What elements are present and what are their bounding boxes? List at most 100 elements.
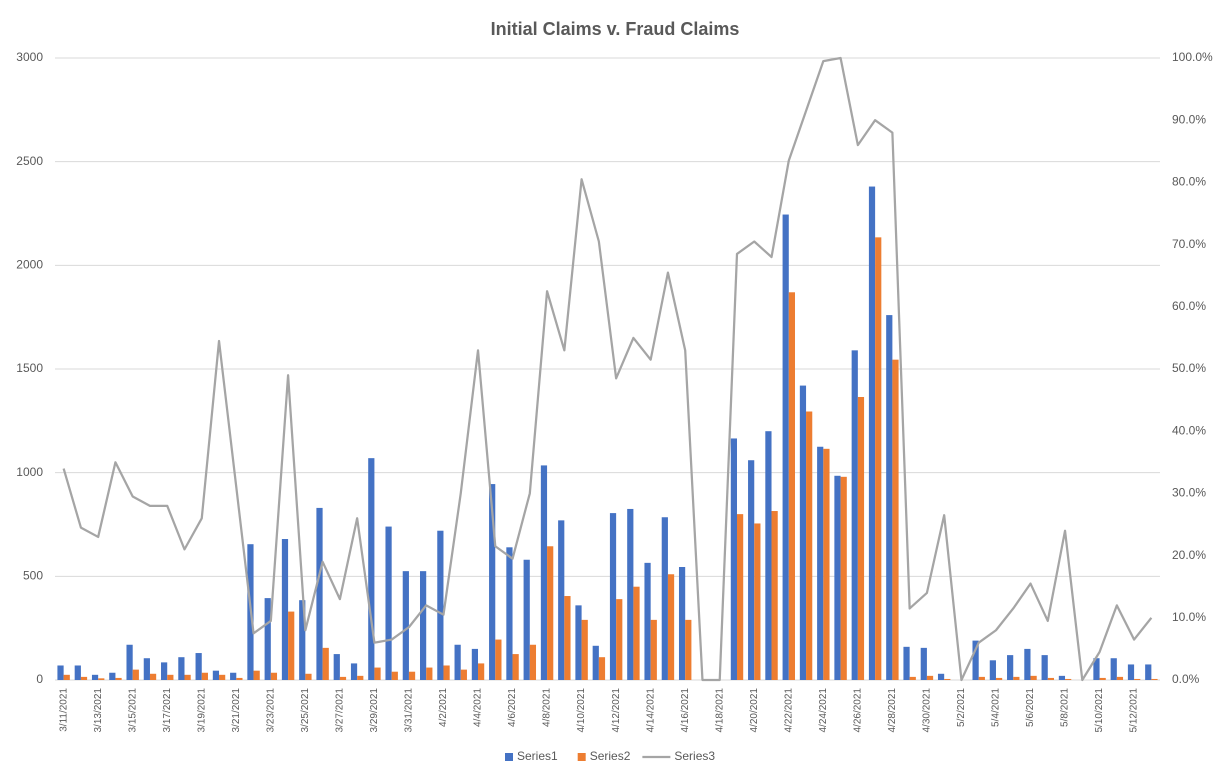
bar — [1024, 648, 1031, 680]
y2-tick-label: 50.0% — [1172, 361, 1206, 375]
bar — [322, 647, 329, 680]
bar — [426, 667, 433, 680]
bar — [851, 350, 858, 680]
x-tick-label: 5/8/2021 — [1060, 688, 1071, 727]
bar — [1007, 655, 1014, 680]
x-tick-label: 3/19/2021 — [196, 688, 207, 733]
bar — [616, 599, 623, 680]
y-tick-label: 3000 — [16, 50, 43, 64]
bar — [1099, 677, 1106, 680]
bar — [1058, 675, 1066, 680]
bar — [972, 640, 979, 680]
bar — [1145, 664, 1152, 680]
bar — [644, 562, 651, 680]
bar — [143, 658, 150, 680]
bar — [167, 674, 174, 680]
legend-swatch — [577, 753, 586, 761]
bar — [782, 214, 789, 680]
y2-tick-label: 20.0% — [1172, 548, 1206, 562]
bar — [886, 315, 893, 680]
x-tick-label: 4/16/2021 — [680, 688, 691, 733]
bar — [1093, 658, 1100, 680]
bar — [609, 513, 617, 680]
bar — [161, 662, 168, 680]
bar — [253, 670, 260, 680]
chart-title: Initial Claims v. Fraud Claims — [491, 19, 740, 39]
x-tick-label: 4/14/2021 — [645, 688, 656, 733]
bar — [512, 654, 519, 680]
x-tick-label: 3/21/2021 — [231, 688, 242, 733]
bar — [219, 674, 226, 680]
x-tick-label: 4/28/2021 — [887, 688, 898, 733]
legend-swatch — [505, 753, 513, 761]
bar — [454, 644, 461, 680]
bar — [178, 657, 185, 680]
bar — [989, 660, 996, 680]
bar — [633, 586, 640, 680]
bar — [937, 673, 945, 680]
bar — [149, 673, 157, 680]
bar — [1127, 664, 1135, 680]
x-tick-label: 3/29/2021 — [369, 688, 380, 733]
bar — [909, 676, 916, 680]
bar — [1041, 655, 1048, 680]
bar — [419, 571, 427, 680]
bar — [489, 484, 496, 680]
x-tick-label: 4/24/2021 — [818, 688, 829, 733]
bar — [201, 672, 208, 680]
bar — [840, 476, 847, 680]
bar — [592, 645, 599, 680]
bar — [236, 677, 243, 680]
bar — [661, 517, 668, 680]
bar — [333, 654, 340, 680]
bar — [650, 619, 657, 680]
y2-tick-label: 10.0% — [1172, 610, 1206, 624]
bar — [1134, 678, 1141, 680]
bar — [299, 600, 306, 680]
bar — [63, 674, 70, 680]
bar — [1151, 678, 1158, 680]
y-tick-label: 1500 — [16, 361, 43, 375]
bar — [339, 676, 347, 680]
x-tick-label: 3/23/2021 — [265, 688, 276, 733]
bar — [581, 619, 588, 680]
bar — [374, 667, 381, 680]
bar — [523, 559, 530, 680]
x-tick-label: 4/4/2021 — [473, 688, 484, 727]
y2-tick-label: 0.0% — [1172, 672, 1200, 686]
x-tick-label: 4/10/2021 — [576, 688, 587, 733]
x-tick-label: 3/15/2021 — [127, 688, 138, 733]
bar — [944, 678, 951, 680]
bar — [995, 677, 1003, 680]
bar — [1065, 678, 1072, 680]
bar — [391, 671, 398, 680]
legend-label: Series2 — [590, 749, 631, 763]
x-tick-label: 4/18/2021 — [714, 688, 725, 733]
bar — [437, 530, 444, 680]
bar — [627, 508, 634, 680]
bar — [685, 619, 692, 680]
bar — [806, 411, 813, 680]
line — [62, 56, 1153, 682]
y2-tick-label: 100.0% — [1172, 50, 1213, 64]
bar — [91, 674, 99, 680]
bar — [1110, 658, 1117, 680]
bar — [270, 672, 278, 680]
bar — [126, 644, 133, 680]
bar — [558, 520, 565, 680]
y2-tick-label: 80.0% — [1172, 175, 1206, 189]
bar — [926, 675, 934, 680]
x-tick-label: 3/13/2021 — [93, 688, 104, 733]
x-tick-label: 5/2/2021 — [956, 688, 967, 727]
y-tick-label: 0 — [36, 672, 43, 686]
bar — [892, 359, 899, 680]
x-tick-label: 4/12/2021 — [611, 688, 622, 733]
y2-tick-label: 30.0% — [1172, 486, 1206, 500]
bar — [305, 673, 312, 680]
bar — [57, 665, 64, 680]
bar — [478, 663, 485, 680]
bar — [195, 653, 202, 680]
bar — [506, 547, 513, 680]
bar — [575, 605, 582, 680]
x-tick-label: 3/17/2021 — [162, 688, 173, 733]
